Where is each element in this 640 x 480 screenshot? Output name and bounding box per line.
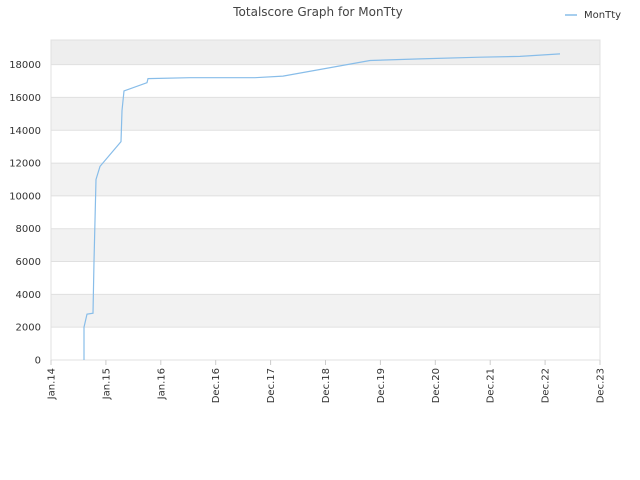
y-tick-label: 12000 xyxy=(9,159,41,170)
line-series xyxy=(83,53,561,360)
legend-label: MonTty xyxy=(584,10,621,21)
x-tick-label: Dec.22 xyxy=(541,368,552,403)
grid-band xyxy=(51,294,600,328)
x-tick-label: Dec.23 xyxy=(596,368,607,403)
x-tick-label: Dec.19 xyxy=(376,368,387,403)
y-tick-label: 2000 xyxy=(16,323,41,334)
grid-band xyxy=(51,97,600,131)
y-tick-label: 0 xyxy=(35,356,41,367)
x-tick-label: Dec.20 xyxy=(431,368,442,403)
x-tick-label: Jan.16 xyxy=(156,368,167,400)
grid-band xyxy=(51,228,600,262)
x-tick-label: Dec.16 xyxy=(211,368,222,403)
y-tick-label: 14000 xyxy=(9,126,41,137)
x-tick-label: Jan.15 xyxy=(101,368,112,400)
y-tick-label: 18000 xyxy=(9,60,41,71)
y-tick-label: 4000 xyxy=(16,290,41,301)
y-tick-label: 10000 xyxy=(9,191,41,202)
x-tick-label: Dec.21 xyxy=(486,368,497,403)
grid-band xyxy=(51,163,600,196)
x-tick-label: Dec.18 xyxy=(321,368,332,403)
chart-title: Totalscore Graph for MonTty xyxy=(232,5,402,19)
x-tick-label: Dec.17 xyxy=(266,368,277,403)
y-tick-label: 16000 xyxy=(9,93,41,104)
y-tick-label: 6000 xyxy=(16,257,41,268)
grid-band xyxy=(51,40,600,65)
y-tick-label: 8000 xyxy=(16,224,41,235)
x-tick-label: Jan.14 xyxy=(47,368,58,400)
